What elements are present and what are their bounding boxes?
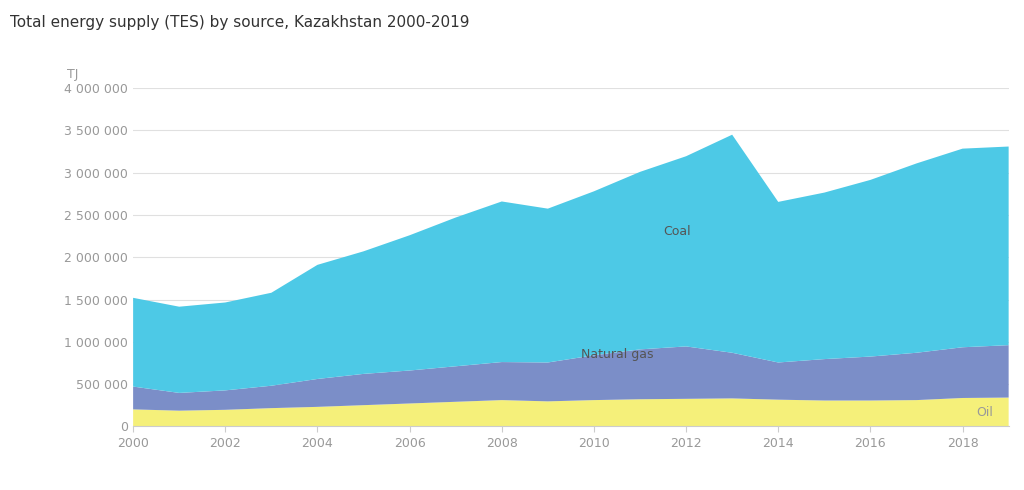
Text: Oil: Oil: [977, 406, 993, 419]
Text: Total energy supply (TES) by source, Kazakhstan 2000-2019: Total energy supply (TES) by source, Kaz…: [10, 15, 470, 30]
Text: Coal: Coal: [664, 225, 690, 239]
Text: TJ: TJ: [67, 68, 78, 81]
Text: Natural gas: Natural gas: [581, 348, 653, 361]
